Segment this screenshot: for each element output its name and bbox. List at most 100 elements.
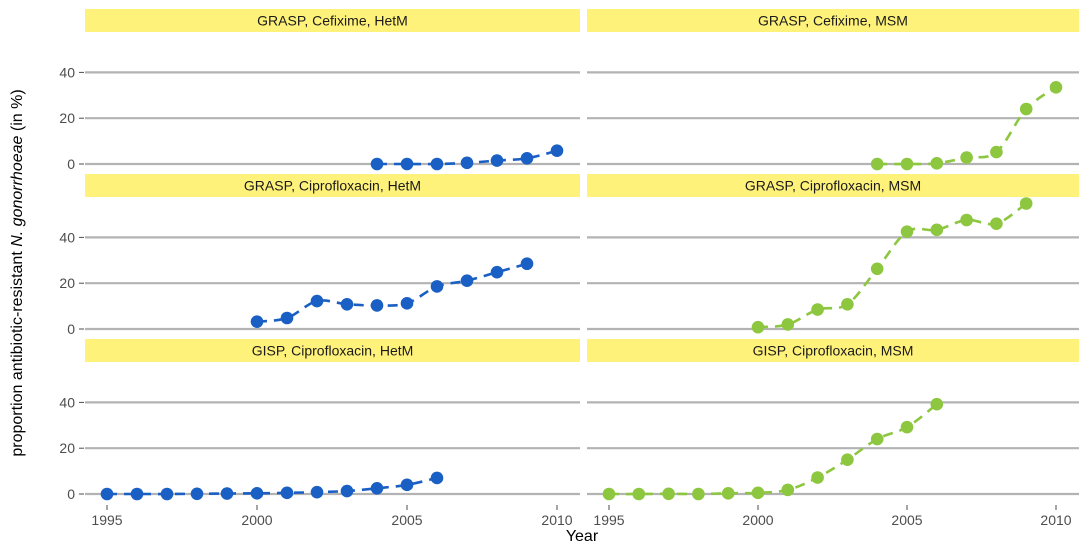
data-point	[602, 487, 616, 501]
panel-title: GRASP, Ciprofloxacin, HetM	[244, 178, 421, 194]
y-tick-label: 40	[59, 64, 75, 80]
y-tick-label: 20	[59, 440, 75, 456]
data-point	[490, 265, 504, 279]
data-point	[310, 294, 324, 308]
data-point	[400, 297, 414, 310]
panel-3: GRASP, Ciprofloxacin, MSM	[587, 174, 1079, 334]
data-point	[930, 223, 944, 237]
strip-background	[587, 174, 1079, 197]
y-axis-title-suffix: (in %)	[9, 89, 26, 135]
data-point	[430, 280, 444, 293]
trend-line	[107, 476, 438, 496]
strip-background	[85, 339, 580, 362]
data-point	[781, 318, 795, 331]
panel-4: GISP, Ciprofloxacin, HetM 0 20 40	[59, 339, 580, 502]
data-point	[370, 481, 384, 495]
data-point	[370, 299, 384, 312]
data-point	[340, 297, 354, 311]
panel-5: GISP, Ciprofloxacin, MSM	[587, 339, 1079, 501]
strip-background	[587, 339, 1079, 362]
data-point	[662, 487, 675, 501]
data-point	[340, 484, 354, 498]
y-tick-label: 0	[67, 486, 75, 502]
x-tick-label: 1995	[593, 512, 624, 528]
x-tick-label: 2010	[1040, 512, 1071, 528]
x-tick-label: 2005	[391, 512, 422, 528]
panel-title: GISP, Ciprofloxacin, MSM	[753, 343, 914, 359]
data-point	[1049, 80, 1063, 94]
data-point	[1019, 102, 1033, 116]
panel-title: GRASP, Cefixime, HetM	[257, 13, 408, 29]
y-axis-title: proportion antibiotic-resistant N. gonor…	[9, 89, 26, 456]
data-point	[841, 297, 854, 311]
data-point	[460, 274, 474, 287]
data-point	[841, 453, 854, 466]
panel-1: GRASP, Cefixime, MSM	[587, 9, 1079, 171]
data-point	[370, 157, 384, 171]
data-point	[811, 471, 824, 484]
data-point	[160, 487, 174, 501]
y-tick-label: 0	[67, 321, 75, 337]
trend-line	[757, 202, 1027, 329]
data-point	[870, 262, 884, 276]
data-point	[430, 471, 444, 485]
data-point	[190, 487, 204, 501]
panel-2: GRASP, Ciprofloxacin, HetM 0 20 40	[59, 174, 580, 337]
panel-title: GISP, Ciprofloxacin, HetM	[252, 343, 414, 359]
data-point	[751, 320, 765, 334]
data-point	[280, 311, 294, 325]
panel-title: GRASP, Cefixime, MSM	[758, 13, 908, 29]
y-tick-label: 40	[59, 394, 75, 410]
data-point	[310, 485, 324, 499]
x-tick-label: 2000	[241, 512, 272, 528]
x-tick-label: 2010	[541, 512, 572, 528]
data-point	[100, 487, 114, 501]
data-point	[692, 487, 705, 501]
data-point	[990, 217, 1003, 230]
data-point	[280, 486, 294, 500]
y-tick-label: 20	[59, 275, 75, 291]
data-point	[430, 157, 444, 171]
data-point	[520, 151, 534, 165]
trend-line	[256, 262, 528, 323]
data-point	[632, 487, 646, 501]
data-point	[751, 486, 765, 500]
data-point	[490, 154, 504, 167]
data-point	[930, 397, 944, 411]
y-tick-label: 40	[59, 229, 75, 245]
data-point	[550, 144, 564, 158]
data-point	[130, 487, 144, 501]
data-point	[250, 315, 264, 328]
x-axis-ticks: 1995 2000 2005 2010 1995 2000 2005 2010	[91, 505, 1072, 528]
data-point	[400, 157, 414, 171]
data-point	[990, 145, 1003, 159]
data-point	[930, 157, 944, 170]
strip-background	[85, 9, 580, 32]
data-point	[900, 225, 914, 238]
data-point	[781, 483, 795, 497]
x-tick-label: 2000	[742, 512, 773, 528]
data-point	[870, 157, 884, 171]
data-point	[250, 487, 264, 500]
strip-background	[85, 174, 580, 197]
data-point	[1019, 197, 1033, 210]
data-point	[870, 432, 884, 446]
data-point	[811, 303, 824, 316]
data-point	[960, 213, 973, 227]
data-point	[220, 487, 234, 500]
y-tick-label: 0	[67, 156, 75, 172]
x-tick-label: 2005	[891, 512, 922, 528]
panel-title: GRASP, Ciprofloxacin, MSM	[745, 178, 921, 194]
data-point	[520, 257, 534, 271]
data-point	[721, 487, 735, 500]
y-tick-label: 20	[59, 110, 75, 126]
data-point	[460, 156, 474, 170]
x-axis-title: Year	[566, 528, 599, 543]
data-point	[900, 420, 914, 434]
y-axis-title-italic: N. gonorrhoeae	[9, 135, 26, 246]
strip-background	[587, 9, 1079, 32]
panel-0: GRASP, Cefixime, HetM 0 20 40	[59, 9, 580, 172]
y-axis-title-prefix: proportion antibiotic-resistant	[9, 247, 26, 457]
